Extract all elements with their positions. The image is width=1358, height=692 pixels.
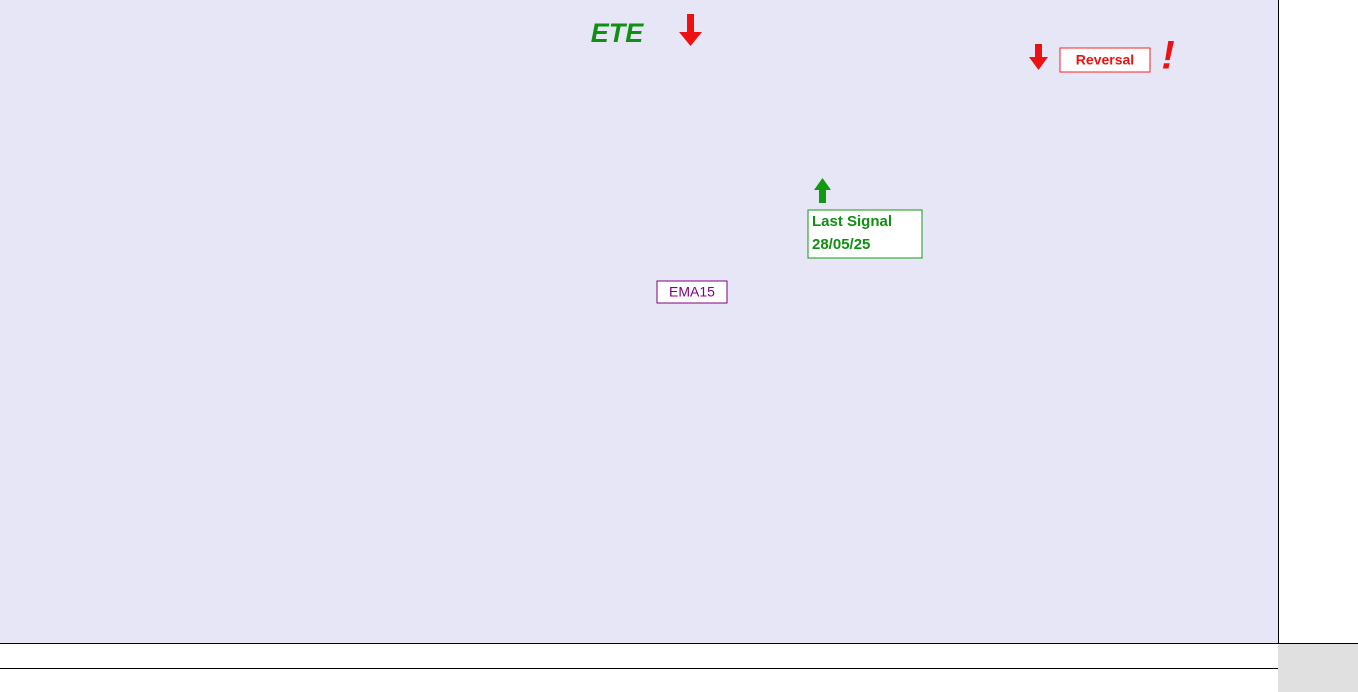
down-arrow: [1029, 44, 1048, 70]
y-axis-background: [1278, 0, 1358, 643]
signal-date: 28/05/25: [812, 236, 870, 253]
ema-label: EMA15: [669, 284, 715, 300]
chart-title: ETE: [591, 18, 645, 48]
signal-label: Last Signal: [812, 213, 892, 230]
reversal-box: [1059, 47, 1151, 73]
up-arrow: [814, 178, 831, 203]
x-axis-background: [0, 643, 1278, 692]
annotations: ETE Reversal ! Last Signal 28/05/25 EMA1…: [591, 14, 1175, 304]
axis-corner: [1278, 643, 1358, 692]
axes: [0, 0, 1358, 669]
exclamation: !: [1161, 34, 1174, 78]
reversal-label: Reversal: [1076, 52, 1134, 68]
plot-background: [0, 0, 1278, 643]
ema-box: [656, 280, 728, 304]
down-arrow: [679, 14, 702, 46]
signal-box: [807, 209, 923, 259]
